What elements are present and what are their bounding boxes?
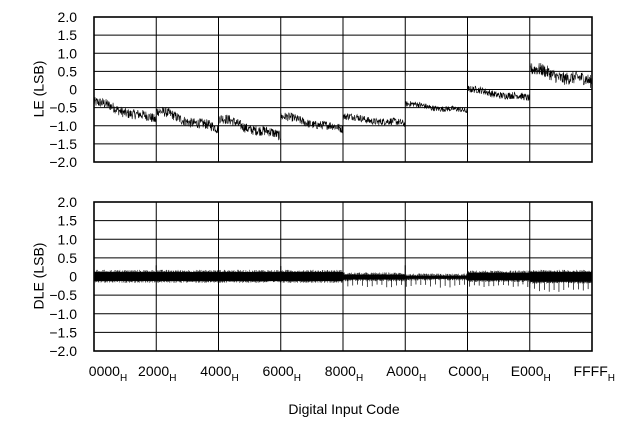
x-tick-subscript: H — [543, 373, 550, 384]
le-y-tick-label: −2.0 — [49, 154, 77, 170]
dle-y-tick-label: −0.5 — [49, 287, 77, 303]
x-tick-subscript: H — [608, 373, 615, 384]
x-tick-label: 6000H — [263, 363, 301, 384]
dle-periodic-dips — [342, 276, 529, 288]
le-trace-segment — [155, 106, 219, 134]
le-y-tick-labels: 2.0 1.5 1.0 0.5 0 −0.5 −1.0 −1.5 −2.0 — [49, 9, 77, 170]
x-tick-main: 8000 — [325, 363, 356, 379]
x-tick-subscript: H — [169, 373, 176, 384]
dle-y-tick-label: 1.5 — [58, 213, 78, 229]
dle-band-segment — [405, 275, 468, 279]
le-y-axis-label: LE (LSB) — [31, 61, 47, 118]
dle-y-tick-label: 0 — [69, 269, 77, 285]
le-y-tick-label: −1.5 — [49, 136, 77, 152]
dle-y-tick-label: −1.5 — [49, 324, 77, 340]
dle-periodic-dips — [529, 276, 589, 292]
x-tick-label: 2000H — [138, 363, 176, 384]
x-tick-main: E000 — [511, 363, 544, 379]
dle-y-tick-label: 1.0 — [58, 231, 78, 247]
dle-y-tick-label: −1.0 — [49, 306, 77, 322]
x-tick-subscript: H — [120, 373, 127, 384]
le-trace-segment — [405, 100, 468, 114]
le-chart: 2.0 1.5 1.0 0.5 0 −0.5 −1.0 −1.5 −2.0 LE (LSB) — [31, 9, 593, 170]
dle-y-tick-labels: 2.0 1.5 1.0 0.5 0 −0.5 −1.0 −1.5 −2.0 — [49, 194, 77, 359]
le-gridlines — [93, 16, 593, 163]
dle-band-noise — [467, 270, 530, 283]
le-y-tick-label: 1.0 — [58, 45, 78, 61]
x-tick-subscript: H — [231, 373, 238, 384]
dle-band-segment — [343, 274, 406, 280]
le-trace-segment — [280, 112, 344, 134]
dle-plot-frame — [93, 201, 593, 352]
dle-band-noise — [405, 273, 468, 281]
dle-y-tick-label: 2.0 — [58, 194, 78, 210]
le-trace-segment — [529, 63, 593, 88]
dle-y-tick-label: 0.5 — [58, 250, 78, 266]
le-y-tick-label: 1.5 — [58, 27, 78, 43]
x-tick-main: FFFF — [574, 363, 608, 379]
x-tick-labels: 0000H 2000H 4000H 6000H 8000H A000H C000H E000H… — [89, 363, 615, 384]
x-tick-main: 4000 — [200, 363, 231, 379]
x-tick-label: FFFFH — [574, 363, 615, 384]
le-y-tick-label: 2.0 — [58, 9, 78, 25]
le-trace-segment — [342, 112, 406, 128]
le-trace-segment — [93, 97, 157, 123]
x-tick-subscript: H — [482, 373, 489, 384]
x-tick-label: 4000H — [200, 363, 238, 384]
x-tick-main: C000 — [448, 363, 482, 379]
x-tick-subscript: H — [294, 373, 301, 384]
x-tick-main: 6000 — [263, 363, 294, 379]
x-tick-label: 0000H — [89, 363, 127, 384]
x-tick-subscript: H — [356, 373, 363, 384]
x-tick-label: A000H — [386, 363, 426, 384]
x-tick-main: 2000 — [138, 363, 169, 379]
le-plot-frame — [93, 16, 593, 163]
le-y-tick-label: −0.5 — [49, 100, 77, 116]
le-trace-segment — [218, 114, 281, 141]
x-tick-label: 8000H — [325, 363, 363, 384]
x-tick-label: C000H — [448, 363, 489, 384]
le-y-tick-label: −1.0 — [49, 118, 77, 134]
dle-band-segment — [529, 272, 592, 282]
le-trace — [93, 63, 593, 141]
dle-chart: 2.0 1.5 1.0 0.5 0 −0.5 −1.0 −1.5 −2.0 DLE (LSB) — [31, 194, 593, 359]
x-tick-subscript: H — [419, 373, 426, 384]
dle-y-axis-label: DLE (LSB) — [31, 243, 47, 310]
le-y-tick-label: 0 — [69, 82, 77, 98]
dle-y-tick-label: −2.0 — [49, 343, 77, 359]
x-axis-label: Digital Input Code — [288, 401, 400, 417]
le-trace-segment — [467, 85, 530, 102]
x-tick-label: E000H — [511, 363, 551, 384]
x-tick-main: 0000 — [89, 363, 120, 379]
dle-trace — [93, 263, 592, 292]
dle-band-noise — [342, 272, 405, 282]
le-y-tick-label: 0.5 — [58, 63, 78, 79]
x-tick-main: A000 — [386, 363, 419, 379]
dle-band-noise — [529, 269, 592, 284]
